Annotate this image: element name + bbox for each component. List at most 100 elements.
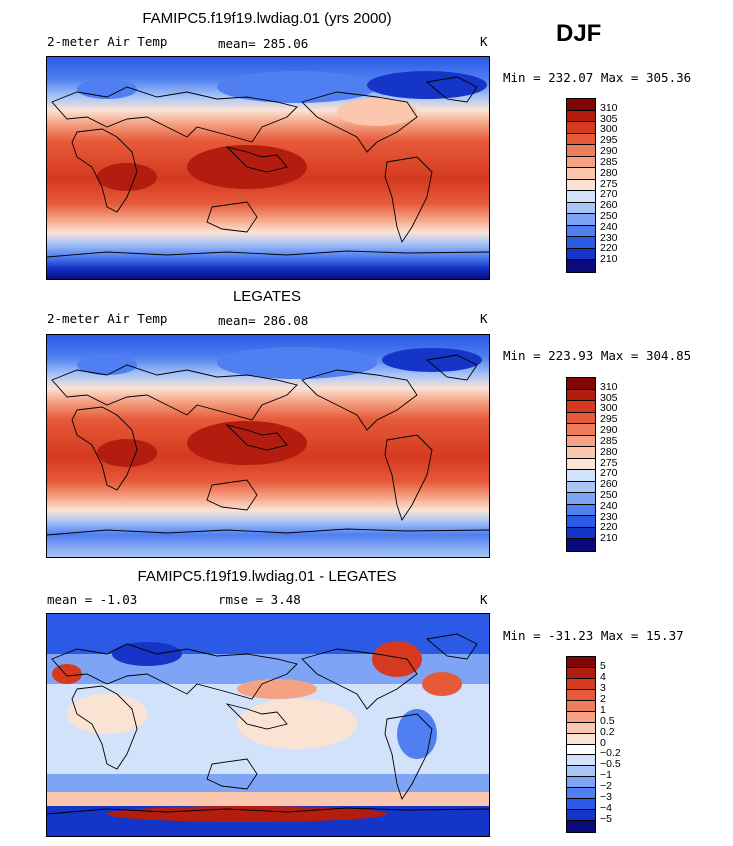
colorbar-swatch (567, 516, 595, 528)
colorbar-swatch (567, 504, 595, 517)
colorbar-tick-label: 290 (600, 424, 618, 437)
colorbar-tick-label: 270 (600, 188, 618, 201)
colorbar-swatch (567, 237, 595, 249)
colorbar-tick-label: 0.2 (600, 725, 615, 738)
colorbar-tick-label: 5 (600, 659, 606, 672)
panel1-colorbar-ticks: 310 305 300 295 290 285 280 275 270 260 250 240 230 2… (600, 98, 640, 271)
colorbar-swatch (567, 122, 595, 134)
colorbar-tick-label: 2 (600, 692, 606, 705)
colorbar-swatch (567, 156, 595, 169)
colorbar-swatch (567, 458, 595, 471)
panel3-title: FAMIPC5.f19f19.lwdiag.01 - LEGATES (137, 568, 397, 585)
colorbar-tick-label: −0.5 (600, 758, 621, 771)
panel1-colorbar (566, 98, 596, 273)
colorbar-swatch (567, 539, 595, 551)
colorbar-swatch (567, 667, 595, 679)
panel3-mean-label: mean = -1.03 (47, 592, 138, 607)
colorbar-tick-label: 4 (600, 670, 606, 683)
colorbar-swatch (567, 214, 595, 226)
panel2-mean-label: mean= 286.08 (218, 313, 309, 328)
colorbar-swatch (567, 493, 595, 505)
colorbar-swatch (567, 766, 595, 778)
colorbar-swatch (567, 711, 595, 723)
colorbar-tick-label: 305 (600, 391, 618, 404)
panel1-units: K (480, 34, 488, 49)
colorbar-tick-label: 250 (600, 488, 618, 501)
colorbar-swatch (567, 412, 595, 425)
colorbar-tick-label: 285 (600, 434, 618, 447)
colorbar-tick-label: 290 (600, 145, 618, 158)
panel1-title: FAMIPC5.f19f19.lwdiag.01 (yrs 2000) (142, 10, 392, 27)
colorbar-swatch (567, 678, 595, 690)
colorbar-tick-label: 220 (600, 521, 618, 534)
colorbar-tick-label: −5 (600, 813, 612, 826)
panel2-map (46, 334, 490, 558)
panel3-map (46, 613, 490, 837)
colorbar-swatch (567, 110, 595, 123)
colorbar-tick-label: 3 (600, 681, 606, 694)
colorbar-tick-label: 295 (600, 413, 618, 426)
colorbar-tick-label: 1 (600, 703, 606, 716)
colorbar-swatch (567, 202, 595, 215)
colorbar-tick-label: 220 (600, 242, 618, 255)
panel2-units: K (480, 311, 488, 326)
panel1-variable-label: 2-meter Air Temp (47, 34, 168, 49)
colorbar-tick-label: 250 (600, 209, 618, 222)
colorbar-swatch (567, 755, 595, 767)
colorbar-tick-label: 230 (600, 231, 618, 244)
colorbar-tick-label: 300 (600, 402, 618, 415)
season-label: DJF (556, 20, 602, 47)
colorbar-tick-label: −1 (600, 769, 612, 782)
colorbar-swatch (567, 133, 595, 146)
colorbar-tick-label: 240 (600, 220, 618, 233)
colorbar-tick-label: 300 (600, 123, 618, 136)
colorbar-tick-label: 210 (600, 253, 618, 266)
panel1-map (46, 56, 490, 280)
colorbar-swatch (567, 527, 595, 540)
colorbar-swatch (567, 248, 595, 261)
panel2-colorbar-ticks: 310 305 300 295 290 285 280 275 270 260 250 240 230 2… (600, 377, 640, 550)
colorbar-tick-label: 280 (600, 166, 618, 179)
colorbar-tick-label: −4 (600, 802, 612, 815)
colorbar-tick-label: 280 (600, 445, 618, 458)
colorbar-swatch (567, 99, 595, 111)
colorbar-swatch (567, 788, 595, 800)
colorbar-swatch (567, 481, 595, 494)
colorbar-swatch (567, 744, 595, 756)
colorbar-tick-label: 270 (600, 467, 618, 480)
colorbar-tick-label: 0.5 (600, 714, 615, 727)
colorbar-swatch (567, 378, 595, 390)
colorbar-swatch (567, 700, 595, 712)
colorbar-tick-label: 260 (600, 199, 618, 212)
colorbar-tick-label: −3 (600, 791, 612, 804)
panel3-colorbar (566, 656, 596, 833)
colorbar-tick-label: 0 (600, 736, 606, 749)
colorbar-tick-label: 295 (600, 134, 618, 147)
colorbar-tick-label: 210 (600, 532, 618, 545)
panel2-title: LEGATES (232, 288, 302, 305)
colorbar-tick-label: 275 (600, 456, 618, 469)
panel2-minmax: Min = 223.93 Max = 304.85 (503, 348, 692, 363)
colorbar-swatch (567, 389, 595, 402)
colorbar-tick-label: 285 (600, 155, 618, 168)
colorbar-swatch (567, 145, 595, 157)
colorbar-swatch (567, 689, 595, 701)
panel3-colorbar-ticks: 5 4 3 2 1 0.5 0.2 0 −0.2 −0.5 −1 −2 −3 −4 −5 (600, 656, 640, 831)
panel3-minmax: Min = -31.23 Max = 15.37 (503, 628, 684, 643)
panel2-colorbar (566, 377, 596, 552)
colorbar-swatch (567, 821, 595, 832)
colorbar-swatch (567, 447, 595, 459)
colorbar-tick-label: −0.2 (600, 747, 621, 760)
colorbar-swatch (567, 401, 595, 413)
colorbar-swatch (567, 260, 595, 272)
panel3-rmse-label: rmse = 3.48 (218, 592, 301, 607)
panel1-mean-label: mean= 285.06 (218, 36, 309, 51)
colorbar-swatch (567, 733, 595, 745)
colorbar-swatch (567, 191, 595, 203)
colorbar-swatch (567, 470, 595, 482)
colorbar-tick-label: 310 (600, 380, 618, 393)
colorbar-tick-label: 275 (600, 177, 618, 190)
colorbar-swatch (567, 435, 595, 448)
colorbar-swatch (567, 225, 595, 238)
colorbar-swatch (567, 810, 595, 822)
